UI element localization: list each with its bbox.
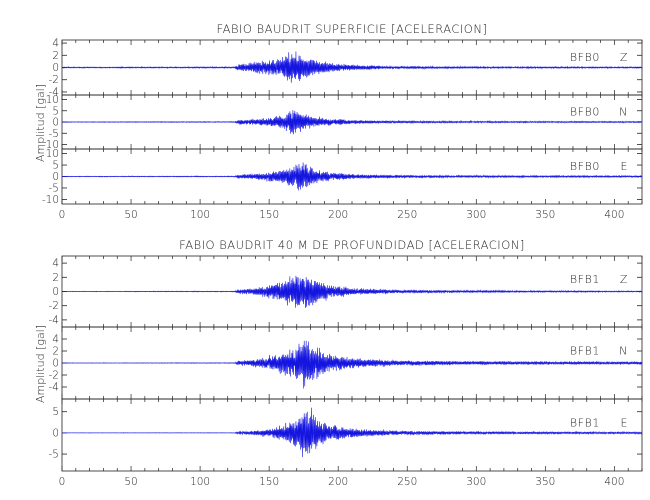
y-tick-label: 0 bbox=[52, 62, 59, 74]
y-tick-label: -2 bbox=[49, 300, 59, 312]
y-axis-label: Amplitud [gal] bbox=[34, 325, 47, 403]
y-tick-label: -4 bbox=[49, 382, 59, 394]
y-tick-label: 0 bbox=[52, 427, 59, 439]
component-label: E bbox=[620, 160, 628, 173]
x-tick-label: 300 bbox=[466, 209, 486, 221]
station-label: BFB0 bbox=[570, 106, 600, 119]
x-tick-label: 100 bbox=[190, 476, 210, 488]
y-tick-label: -4 bbox=[49, 314, 59, 326]
x-tick-label: 100 bbox=[190, 209, 210, 221]
panel-bfb1-e: -5 0 5 BFB1 E bbox=[49, 398, 643, 472]
y-tick-label: -5 bbox=[49, 449, 59, 461]
y-tick-label: 0 bbox=[52, 171, 59, 183]
x-tick-label: 150 bbox=[259, 476, 279, 488]
y-tick-label: 2 bbox=[52, 272, 59, 284]
chart-2: FABIO BAUDRIT 40 M DE PROFUNDIDAD [ACELE… bbox=[34, 238, 643, 488]
x-tick-label: 50 bbox=[124, 209, 137, 221]
y-tick-label: 5 bbox=[52, 406, 59, 418]
y-tick-label: 0 bbox=[52, 117, 59, 129]
chart-1: FABIO BAUDRIT SUPERFICIE [ACELERACION] Am… bbox=[34, 22, 643, 221]
component-label: N bbox=[619, 344, 628, 357]
y-tick-label: 5 bbox=[52, 160, 59, 172]
y-tick-label: 5 bbox=[52, 105, 59, 117]
station-label: BFB1 bbox=[570, 416, 600, 429]
y-tick-label: 0 bbox=[52, 358, 59, 370]
x-tick-label: 200 bbox=[328, 209, 348, 221]
chart-title: FABIO BAUDRIT SUPERFICIE [ACELERACION] bbox=[217, 22, 488, 36]
x-tick-label: 250 bbox=[397, 209, 417, 221]
y-tick-label: 4 bbox=[52, 258, 59, 270]
x-tick-label: 150 bbox=[259, 209, 279, 221]
y-tick-label: -10 bbox=[42, 139, 59, 151]
y-tick-label: 10 bbox=[46, 148, 59, 160]
x-tick-label: 0 bbox=[59, 476, 66, 488]
chart-title: FABIO BAUDRIT 40 M DE PROFUNDIDAD [ACELE… bbox=[179, 238, 525, 252]
station-label: BFB1 bbox=[570, 273, 600, 286]
y-tick-label: 4 bbox=[52, 334, 59, 346]
y-tick-label: 4 bbox=[52, 38, 59, 50]
seismic-trace-bfb0-n bbox=[61, 110, 643, 135]
y-tick-label: -4 bbox=[49, 86, 59, 98]
seismic-trace-bfb0-z bbox=[61, 51, 643, 83]
y-tick-label: -5 bbox=[49, 128, 59, 140]
x-tick-label: 200 bbox=[328, 476, 348, 488]
panel-bfb1-z: -4 -2 0 2 4 BFB1 Z bbox=[49, 255, 643, 328]
x-tick-label: 400 bbox=[604, 476, 624, 488]
station-label: BFB0 bbox=[570, 160, 600, 173]
y-tick-label: -2 bbox=[49, 370, 59, 382]
seismic-trace-bfb1-z bbox=[61, 275, 643, 309]
seismic-trace-bfb1-n bbox=[61, 340, 643, 389]
component-label: N bbox=[619, 106, 628, 119]
y-axis-label: Amplitud [gal] bbox=[34, 84, 47, 162]
component-label: Z bbox=[620, 273, 628, 286]
x-tick-label: 400 bbox=[604, 209, 624, 221]
y-tick-label: 2 bbox=[52, 346, 59, 358]
x-tick-label: 300 bbox=[466, 476, 486, 488]
x-tick-label: 350 bbox=[535, 209, 555, 221]
component-label: E bbox=[620, 416, 628, 429]
x-tick-label: 350 bbox=[535, 476, 555, 488]
y-tick-label: 2 bbox=[52, 50, 59, 62]
y-tick-label: 0 bbox=[52, 286, 59, 298]
y-tick-label: -10 bbox=[42, 194, 59, 206]
station-label: BFB0 bbox=[570, 51, 600, 64]
x-tick-label: 0 bbox=[59, 209, 66, 221]
seismic-trace-bfb0-e bbox=[61, 162, 643, 191]
station-label: BFB1 bbox=[570, 344, 600, 357]
y-tick-label: -5 bbox=[49, 182, 59, 194]
x-tick-label: 250 bbox=[397, 476, 417, 488]
y-tick-label: -2 bbox=[49, 74, 59, 86]
y-tick-label: 10 bbox=[46, 94, 59, 106]
component-label: Z bbox=[620, 51, 628, 64]
seismic-trace-bfb1-e bbox=[61, 407, 643, 458]
x-tick-label: 50 bbox=[124, 476, 137, 488]
